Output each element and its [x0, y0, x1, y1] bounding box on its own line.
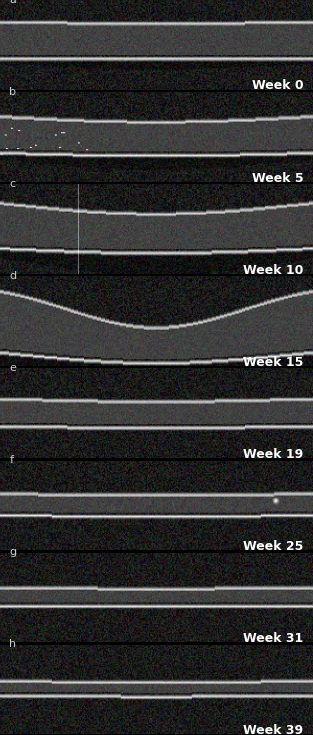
- Text: g: g: [9, 547, 17, 557]
- Text: f: f: [9, 455, 13, 465]
- Text: Week 5: Week 5: [252, 171, 304, 184]
- Text: b: b: [9, 87, 16, 96]
- Text: Week 10: Week 10: [243, 264, 304, 276]
- Text: Week 15: Week 15: [243, 356, 304, 369]
- Text: e: e: [9, 363, 16, 373]
- Text: Week 19: Week 19: [244, 448, 304, 461]
- Text: Week 25: Week 25: [243, 540, 304, 553]
- Text: Week 0: Week 0: [252, 79, 304, 93]
- Text: Week 31: Week 31: [244, 632, 304, 645]
- Text: c: c: [9, 179, 16, 189]
- Text: a: a: [9, 0, 16, 4]
- Text: Week 39: Week 39: [244, 724, 304, 735]
- Text: d: d: [9, 270, 17, 281]
- Text: h: h: [9, 639, 17, 649]
